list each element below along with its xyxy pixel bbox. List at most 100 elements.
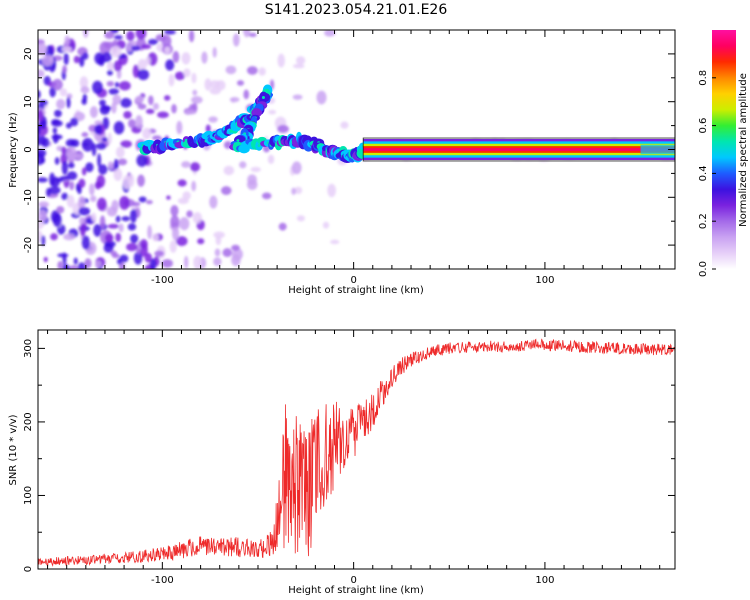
spectrogram-speckle-blob bbox=[149, 258, 157, 269]
spectrogram-speckle-blob bbox=[278, 222, 287, 231]
spectrogram-ytick-label: -10 bbox=[23, 189, 34, 205]
spectrogram-speckle-blob bbox=[119, 254, 129, 263]
spectrogram-speckle-blob bbox=[62, 65, 68, 74]
spectrogram-speckle-blob bbox=[148, 95, 154, 106]
spectrogram-speckle-blob bbox=[67, 162, 75, 169]
spectrogram-speckle-blob bbox=[152, 233, 159, 242]
spectrogram-speckle-blob bbox=[248, 32, 257, 37]
spectrogram-speckle-blob bbox=[127, 223, 137, 231]
colorbar-tick-label: 0.2 bbox=[698, 213, 709, 229]
colorbar-tick-label: 0.0 bbox=[698, 261, 709, 277]
spectrogram-ridge bbox=[137, 84, 675, 164]
spectrogram-speckle-blob bbox=[61, 192, 69, 201]
spectrogram-speckle-blob bbox=[65, 139, 76, 147]
spectrogram-speckle-blob bbox=[52, 127, 58, 134]
spectrogram-speckle-blob bbox=[119, 195, 130, 210]
spectrogram-speckle-blob bbox=[78, 178, 86, 188]
spectrogram-speckle-blob bbox=[127, 173, 135, 187]
snr-series-line bbox=[38, 338, 675, 567]
spectrogram-speckle-blob bbox=[43, 256, 48, 263]
spectrogram-speckle-blob bbox=[111, 253, 120, 259]
spectrogram-speckle-blob bbox=[120, 140, 132, 148]
spectrogram-speckle-blob bbox=[80, 86, 90, 94]
spectrogram-speckle-blob bbox=[81, 98, 87, 105]
spectrogram-speckle-blob bbox=[144, 252, 152, 263]
spectrogram-speckle-blob bbox=[69, 265, 79, 269]
spectrogram-speckle-blob bbox=[157, 111, 169, 119]
spectrogram-speckle-blob bbox=[104, 31, 115, 40]
spectrogram-speckle-blob bbox=[41, 54, 54, 67]
spectrogram-speckle-blob bbox=[236, 80, 245, 86]
spectrogram-speckle-blob bbox=[113, 60, 122, 72]
spectrogram-speckle-blob bbox=[121, 216, 130, 222]
spectrogram-speckle-blob bbox=[38, 123, 41, 136]
spectrogram-speckle-blob bbox=[183, 255, 189, 269]
spectrogram-speckle-blob bbox=[166, 195, 171, 200]
spectrogram-speckle-blob bbox=[197, 238, 205, 245]
spectrogram-speckle-blob bbox=[137, 69, 150, 81]
spectrogram-speckle-blob bbox=[39, 135, 46, 147]
spectrogram-speckle-blob bbox=[201, 51, 208, 64]
snr-panel: -100 0 100 0 100 200 300 Height of straight li… bbox=[8, 329, 676, 596]
spectrogram-xtick-label: -100 bbox=[151, 275, 174, 286]
spectrogram-speckle-blob bbox=[172, 51, 180, 63]
spectrogram-speckle-blob bbox=[104, 240, 116, 248]
spectrogram-speckle-blob bbox=[135, 115, 143, 129]
spectrogram-speckle-blob bbox=[223, 165, 235, 176]
spectrogram-speckle-blob bbox=[164, 30, 176, 35]
spectrogram-speckle-blob bbox=[38, 201, 50, 208]
spectrogram-xtick-label: 0 bbox=[350, 275, 356, 286]
spectrogram-speckle-blob bbox=[81, 132, 89, 138]
spectrogram-speckle-blob bbox=[258, 67, 266, 76]
spectrogram-speckle-blob bbox=[140, 44, 152, 50]
spectrogram-speckle-blob bbox=[193, 255, 202, 269]
spectrogram-speckle-blob bbox=[88, 183, 95, 196]
spectrogram-speckle-blob bbox=[133, 251, 143, 265]
spectrogram-speckle-blob bbox=[99, 99, 106, 107]
spectrogram-speckle-blob bbox=[51, 134, 63, 140]
colorbar-tick-label: 0.8 bbox=[698, 70, 709, 86]
spectrogram-speckle-blob bbox=[292, 94, 303, 100]
spectrogram-speckle-blob bbox=[161, 258, 173, 268]
spectrogram-speckle-blob bbox=[340, 121, 349, 129]
spectrogram-speckle-blob bbox=[110, 45, 122, 58]
spectrogram-speckle-blob bbox=[155, 34, 167, 42]
spectrogram-speckle-blob bbox=[96, 197, 107, 211]
spectrogram-speckle-blob bbox=[137, 174, 145, 187]
spectrogram-speckle-blob bbox=[268, 109, 277, 115]
spectrogram-speckle-blob bbox=[181, 52, 191, 65]
spectrogram-speckle-blob bbox=[115, 215, 121, 223]
spectrogram-speckle-blob bbox=[106, 80, 115, 87]
spectrogram-speckle-blob bbox=[131, 45, 141, 51]
spectrogram-speckle-blob bbox=[222, 248, 233, 258]
spectrogram-xtick-label: 100 bbox=[535, 275, 554, 286]
spectrogram-speckle-blob bbox=[243, 30, 251, 38]
spectrogram-speckle-blob bbox=[145, 56, 151, 66]
spectrogram-speckle-blob bbox=[177, 179, 187, 187]
spectrogram-speckle-blob bbox=[61, 161, 68, 175]
spectrogram-speckle-blob bbox=[81, 235, 90, 250]
spectrogram-ytick-label: -20 bbox=[23, 237, 34, 253]
spectrogram-speckle-blob bbox=[111, 101, 117, 114]
spectrogram-speckle-blob bbox=[104, 233, 114, 243]
spectrogram-speckle-blob bbox=[296, 56, 306, 65]
spectrogram-speckle-blob bbox=[261, 192, 272, 200]
spectrogram-ytick-label: 10 bbox=[23, 95, 34, 108]
spectrogram-steady-band bbox=[363, 148, 675, 151]
spectrogram-speckle-blob bbox=[106, 61, 115, 71]
spectrogram-speckle-blob bbox=[296, 215, 306, 222]
spectrogram-speckle-blob bbox=[291, 187, 296, 195]
spectrogram-speckle-blob bbox=[229, 96, 240, 103]
spectrogram-speckle-blob bbox=[135, 95, 145, 103]
spectrogram-speckle-blob bbox=[63, 233, 76, 241]
spectrogram-speckle-blob bbox=[191, 180, 197, 192]
spectrogram-speckle-blob bbox=[73, 153, 84, 160]
spectrogram-speckle-blob bbox=[59, 88, 68, 97]
spectrogram-speckle-blob bbox=[94, 260, 102, 269]
spectrogram-speckle-blob bbox=[90, 195, 97, 202]
spectrogram-speckle-blob bbox=[209, 195, 218, 209]
spectrogram-speckle-blob bbox=[57, 253, 69, 258]
spectrogram-speckle-blob bbox=[131, 201, 141, 207]
spectrogram-speckle-blob bbox=[292, 63, 305, 69]
spectrogram-speckle-blob bbox=[127, 118, 136, 129]
